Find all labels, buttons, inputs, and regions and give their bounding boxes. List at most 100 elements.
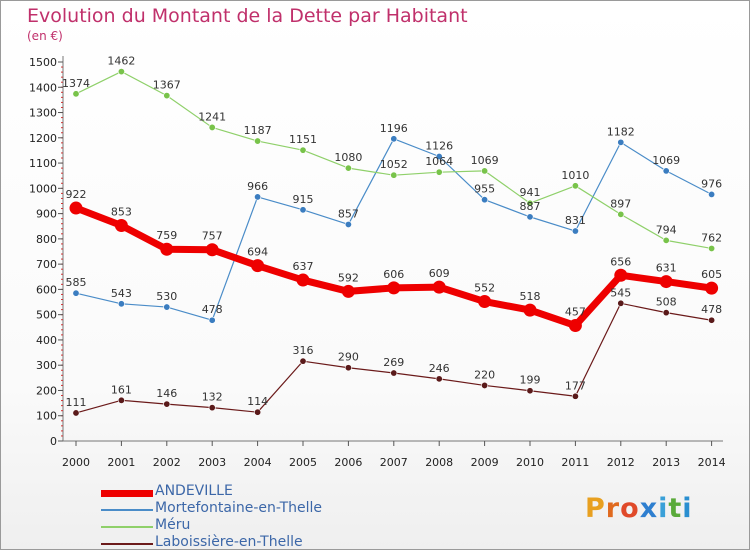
y-tick-label: 900 xyxy=(36,208,57,221)
x-tick-label: 2011 xyxy=(561,456,589,469)
legend-swatch-andeville xyxy=(101,489,153,497)
data-label: 897 xyxy=(610,197,631,210)
data-point xyxy=(344,364,352,372)
logo-letter: x xyxy=(639,493,659,524)
data-point xyxy=(571,392,579,400)
data-point xyxy=(523,303,537,317)
data-point xyxy=(163,92,171,100)
data-point xyxy=(299,146,307,154)
y-tick-label: 1200 xyxy=(29,132,57,145)
legend-label-mortefontaine: Mortefontaine-en-Thelle xyxy=(155,500,323,516)
data-point xyxy=(163,400,171,408)
data-label: 114 xyxy=(247,395,268,408)
data-point xyxy=(299,206,307,214)
data-labels: 111 161 146 132 114 316 290 269 246 220 199 177 545 5… xyxy=(62,55,722,409)
data-point xyxy=(478,295,492,309)
data-label: 1196 xyxy=(380,122,408,135)
chart-title: Evolution du Montant de la Dette par Hab… xyxy=(27,5,468,27)
data-point xyxy=(72,409,80,417)
data-point xyxy=(481,167,489,175)
data-point xyxy=(526,199,534,207)
y-tick-label: 600 xyxy=(36,283,57,296)
data-label: 1010 xyxy=(561,169,589,182)
data-label: 269 xyxy=(383,356,404,369)
data-label: 1052 xyxy=(380,158,408,171)
y-tick-label: 1400 xyxy=(29,81,57,94)
y-tick-label: 1300 xyxy=(29,107,57,120)
y-tick-label: 700 xyxy=(36,258,57,271)
data-label: 631 xyxy=(656,262,677,275)
data-point xyxy=(708,190,716,198)
data-label: 887 xyxy=(520,200,541,213)
proxiti-logo: Proxiti xyxy=(585,493,693,524)
data-point xyxy=(662,236,670,244)
unit-label: (en €) xyxy=(27,29,63,43)
data-label: 246 xyxy=(429,362,450,375)
data-label: 545 xyxy=(610,286,631,299)
y-tick-label: 400 xyxy=(36,334,57,347)
x-tick-label: 2009 xyxy=(471,456,499,469)
y-tick-label: 800 xyxy=(36,233,57,246)
data-label: 694 xyxy=(247,246,268,259)
data-point xyxy=(481,381,489,389)
data-label: 220 xyxy=(474,368,495,381)
data-point xyxy=(526,387,534,395)
data-point xyxy=(72,289,80,297)
data-point xyxy=(568,319,582,333)
data-point xyxy=(251,259,265,273)
data-label: 762 xyxy=(701,231,722,244)
data-point xyxy=(344,220,352,228)
data-point xyxy=(205,243,219,257)
data-point xyxy=(117,300,125,308)
data-point xyxy=(254,193,262,201)
data-label: 1069 xyxy=(471,154,499,167)
data-point xyxy=(208,316,216,324)
data-label: 111 xyxy=(66,396,87,409)
data-point xyxy=(708,244,716,252)
x-tick-label: 2004 xyxy=(244,456,272,469)
data-label: 794 xyxy=(656,223,677,236)
data-label: 508 xyxy=(656,296,677,309)
data-point xyxy=(208,404,216,412)
series-layer xyxy=(69,68,719,417)
x-tick-label: 2002 xyxy=(153,456,181,469)
data-point xyxy=(617,138,625,146)
legend-label-andeville: ANDEVILLE xyxy=(155,483,233,499)
x-tick-label: 2000 xyxy=(62,456,90,469)
data-label: 132 xyxy=(202,391,223,404)
x-tick-label: 2012 xyxy=(607,456,635,469)
data-label: 1080 xyxy=(334,151,362,164)
data-label: 585 xyxy=(66,276,87,289)
data-label: 857 xyxy=(338,207,359,220)
data-label: 759 xyxy=(156,229,177,242)
logo-letter: i xyxy=(682,493,693,524)
y-tick-label: 0 xyxy=(50,435,57,448)
x-tick-label: 2014 xyxy=(698,456,726,469)
x-tick-label: 2003 xyxy=(198,456,226,469)
data-label: 955 xyxy=(474,183,495,196)
logo-letter: P xyxy=(585,493,606,524)
data-label: 966 xyxy=(247,180,268,193)
data-point xyxy=(296,273,310,287)
data-label: 1462 xyxy=(107,55,135,68)
data-label: 1064 xyxy=(425,155,453,168)
legend-swatch-mortefontaine xyxy=(101,509,153,511)
data-label: 518 xyxy=(520,290,541,303)
data-point xyxy=(117,68,125,76)
data-label: 609 xyxy=(429,267,450,280)
data-point xyxy=(435,152,443,160)
data-label: 1126 xyxy=(425,139,453,152)
x-tick-label: 2007 xyxy=(380,456,408,469)
series-mortefontaine-en-thelle xyxy=(72,135,716,324)
data-point xyxy=(614,268,628,282)
data-point xyxy=(659,275,673,289)
data-label: 1367 xyxy=(153,79,181,92)
logo-letter: t xyxy=(668,493,683,524)
data-label: 637 xyxy=(293,260,314,273)
data-label: 290 xyxy=(338,351,359,364)
data-point xyxy=(435,168,443,176)
data-label: 1182 xyxy=(607,125,635,138)
data-label: 1374 xyxy=(62,77,90,90)
y-tick-label: 300 xyxy=(36,359,57,372)
